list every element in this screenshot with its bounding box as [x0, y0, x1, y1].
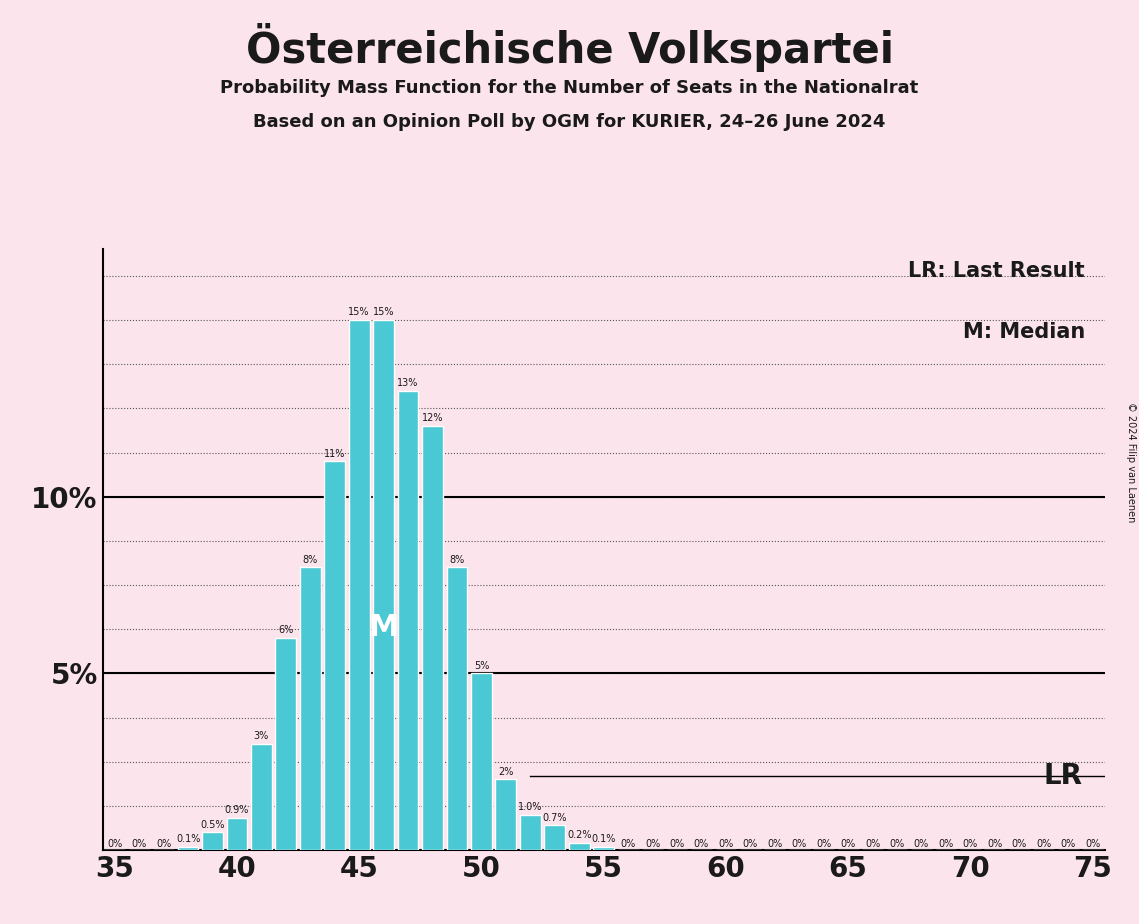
Text: 15%: 15%	[372, 308, 394, 317]
Text: 0%: 0%	[645, 839, 661, 849]
Text: 0%: 0%	[865, 839, 880, 849]
Bar	[423, 426, 443, 850]
Text: 0%: 0%	[1085, 839, 1100, 849]
Bar	[495, 780, 516, 850]
Text: M: M	[368, 613, 399, 642]
Text: 8%: 8%	[450, 554, 465, 565]
Text: 13%: 13%	[398, 378, 419, 388]
Text: 0%: 0%	[719, 839, 734, 849]
Text: 0.1%: 0.1%	[175, 833, 200, 844]
Text: 0.2%: 0.2%	[567, 830, 591, 840]
Text: 0%: 0%	[1036, 839, 1051, 849]
Text: 15%: 15%	[349, 308, 370, 317]
Bar	[349, 320, 369, 850]
Bar	[544, 825, 565, 850]
Text: 0%: 0%	[743, 839, 757, 849]
Text: Based on an Opinion Poll by OGM for KURIER, 24–26 June 2024: Based on an Opinion Poll by OGM for KURI…	[253, 113, 886, 130]
Text: 2%: 2%	[498, 767, 514, 776]
Text: 12%: 12%	[421, 413, 443, 423]
Text: 0%: 0%	[156, 839, 171, 849]
Text: 0%: 0%	[962, 839, 978, 849]
Bar	[519, 815, 541, 850]
Bar	[325, 461, 345, 850]
Text: 0%: 0%	[988, 839, 1002, 849]
Text: M: Median: M: Median	[962, 322, 1084, 342]
Text: 0%: 0%	[841, 839, 855, 849]
Text: 0%: 0%	[939, 839, 953, 849]
Text: 0.9%: 0.9%	[224, 806, 249, 816]
Bar	[398, 391, 418, 850]
Text: 0%: 0%	[792, 839, 806, 849]
Text: 0.1%: 0.1%	[591, 833, 616, 844]
Text: 0%: 0%	[694, 839, 710, 849]
Bar	[227, 819, 247, 850]
Text: © 2024 Filip van Laenen: © 2024 Filip van Laenen	[1125, 402, 1136, 522]
Text: 11%: 11%	[325, 449, 345, 458]
Text: 0%: 0%	[132, 839, 147, 849]
Bar	[300, 567, 321, 850]
Text: 0%: 0%	[1011, 839, 1027, 849]
Bar	[178, 846, 198, 850]
Text: Probability Mass Function for the Number of Seats in the Nationalrat: Probability Mass Function for the Number…	[220, 79, 919, 96]
Text: 0%: 0%	[890, 839, 904, 849]
Text: 0%: 0%	[816, 839, 831, 849]
Bar	[568, 843, 590, 850]
Text: 8%: 8%	[303, 554, 318, 565]
Text: 1.0%: 1.0%	[518, 802, 542, 812]
Text: 0%: 0%	[621, 839, 636, 849]
Text: Österreichische Volkspartei: Österreichische Volkspartei	[246, 23, 893, 72]
Bar	[472, 674, 492, 850]
Text: 3%: 3%	[254, 731, 269, 741]
Bar	[593, 846, 614, 850]
Bar	[446, 567, 467, 850]
Text: LR: LR	[1043, 762, 1083, 790]
Text: 6%: 6%	[278, 626, 294, 636]
Text: 0%: 0%	[107, 839, 122, 849]
Bar	[374, 320, 394, 850]
Bar	[202, 833, 223, 850]
Text: 0%: 0%	[913, 839, 929, 849]
Bar	[251, 744, 272, 850]
Text: 0%: 0%	[670, 839, 685, 849]
Text: 0%: 0%	[768, 839, 782, 849]
Text: 0%: 0%	[1060, 839, 1075, 849]
Text: 5%: 5%	[474, 661, 489, 671]
Bar	[276, 638, 296, 850]
Text: LR: Last Result: LR: Last Result	[908, 261, 1084, 282]
Text: 0.5%: 0.5%	[200, 820, 224, 830]
Text: 0.7%: 0.7%	[542, 812, 567, 822]
